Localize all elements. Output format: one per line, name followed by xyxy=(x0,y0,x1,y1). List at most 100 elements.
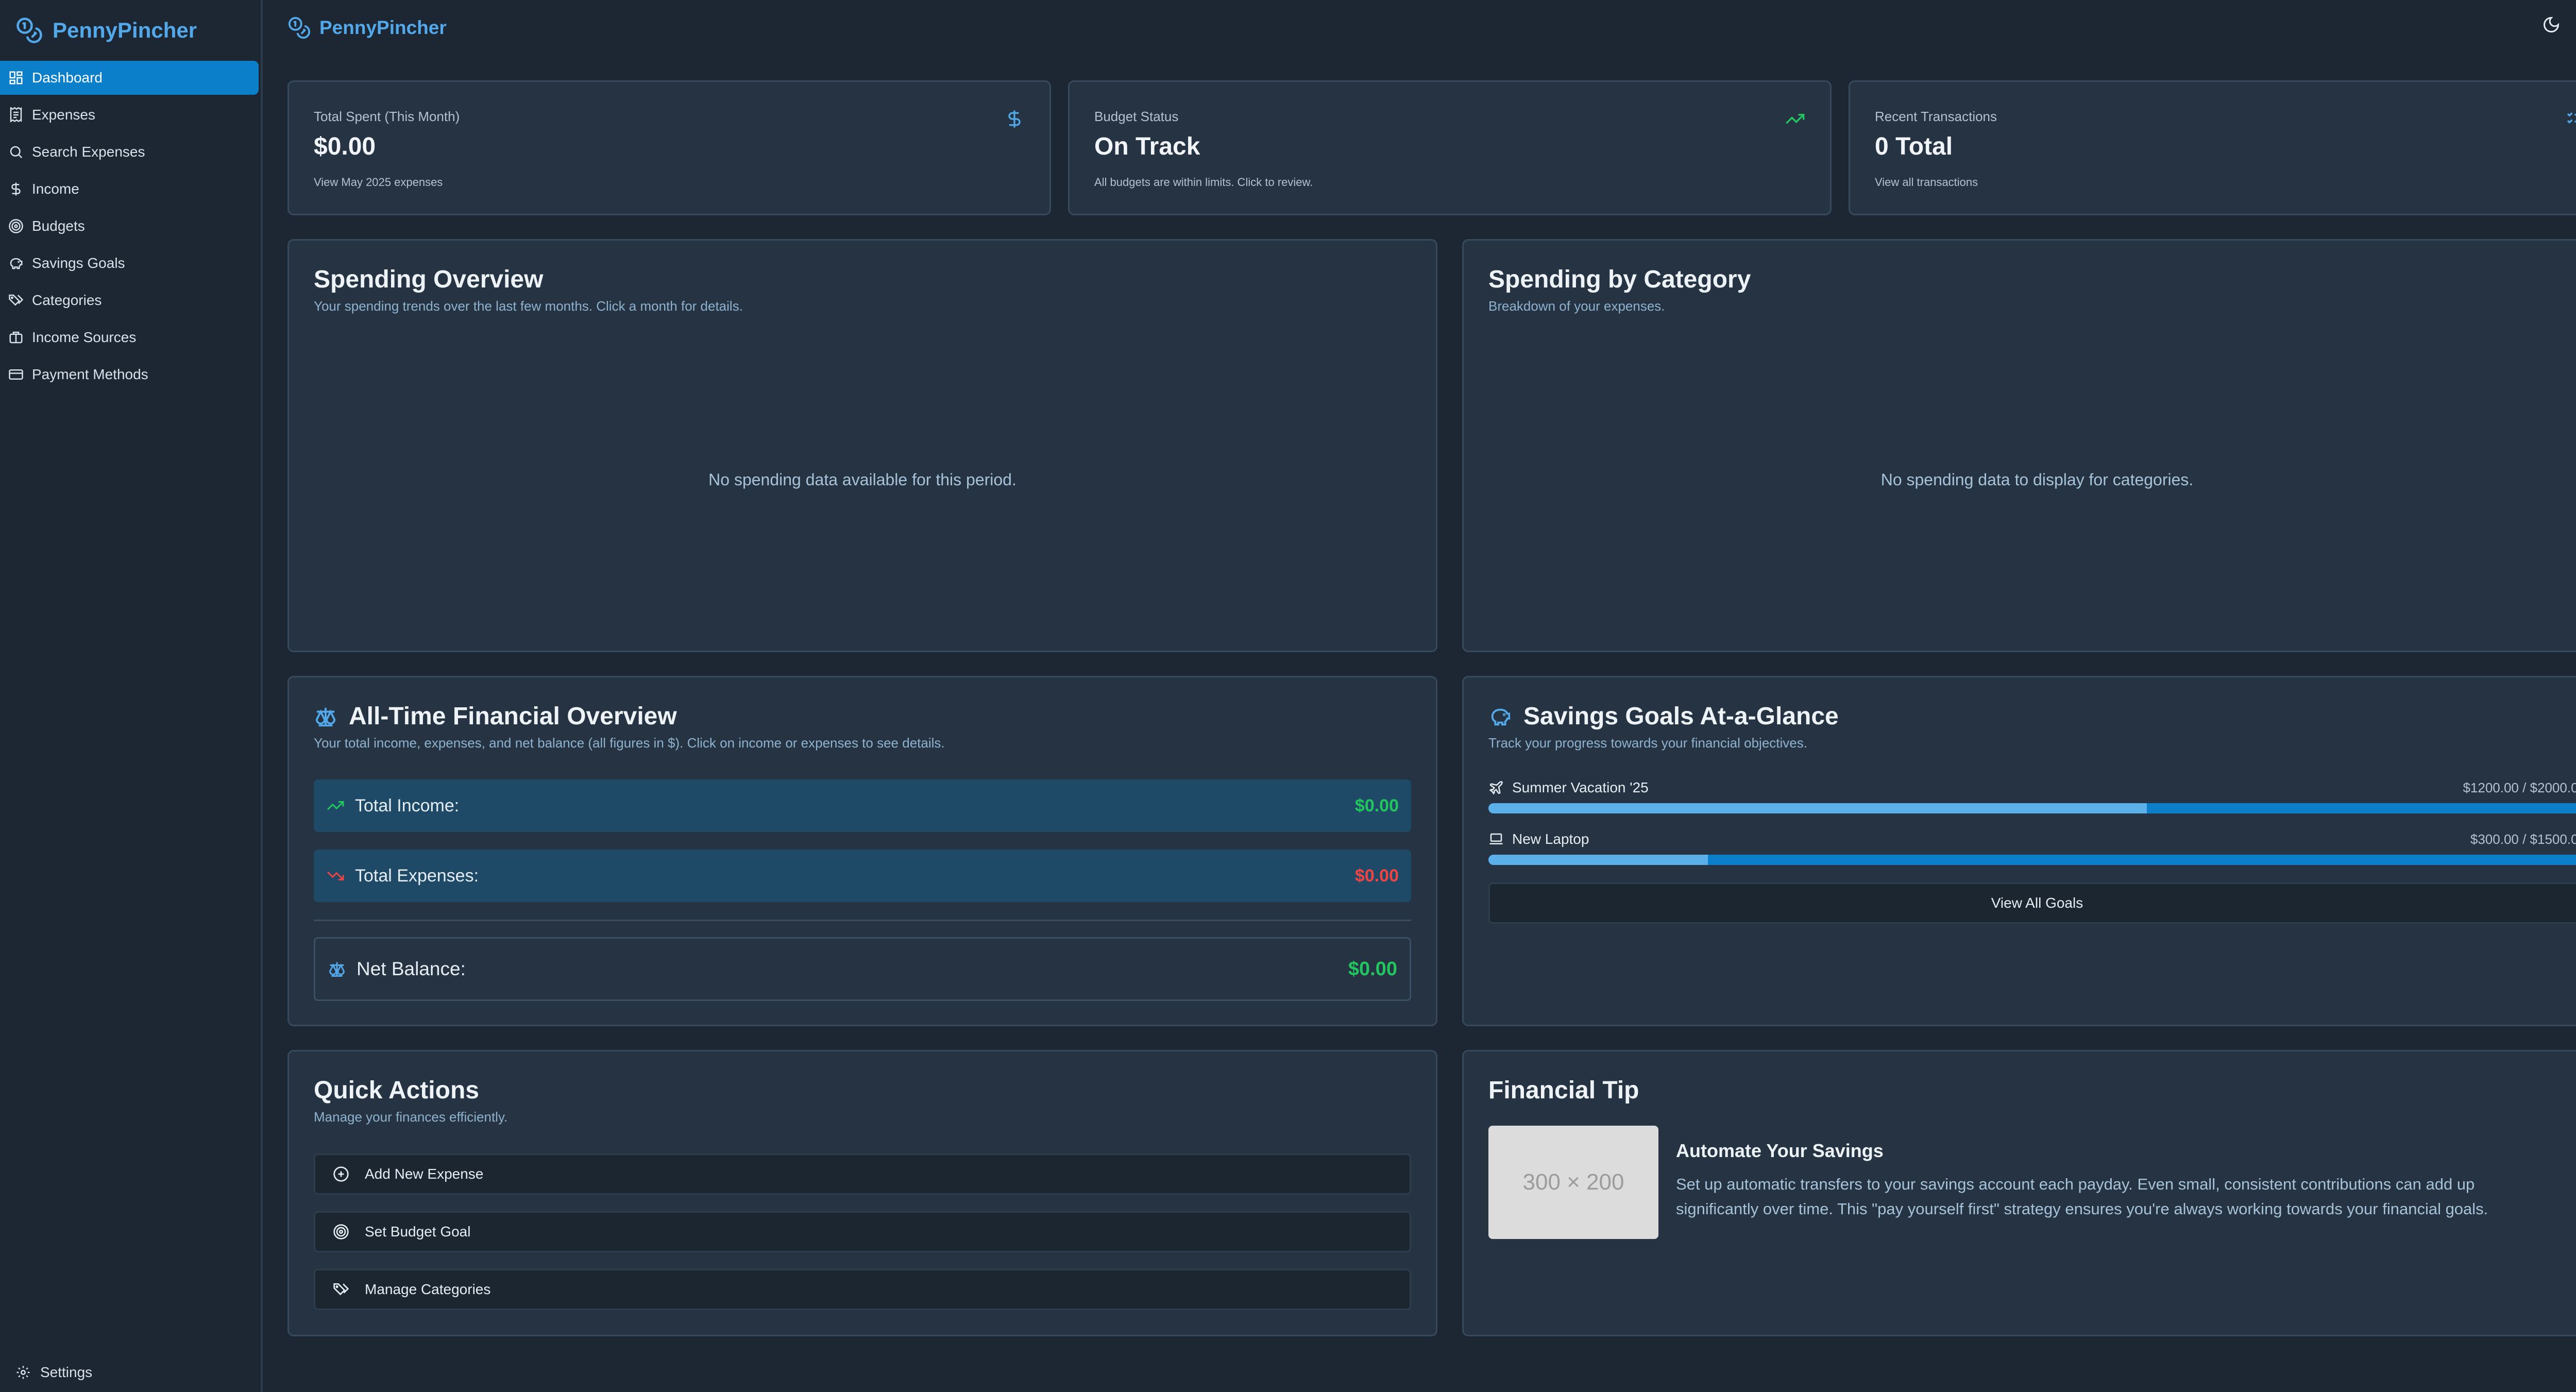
sidebar-item-search-expenses[interactable]: Search Expenses xyxy=(0,135,259,169)
sidebar-item-label: Payment Methods xyxy=(32,366,148,382)
set-budget-goal-button[interactable]: Set Budget Goal xyxy=(314,1211,1411,1252)
card-description: Your spending trends over the last few m… xyxy=(314,298,743,314)
total-expenses-label: Total Expenses: xyxy=(355,865,479,886)
sidebar-item-label: Categories xyxy=(32,292,102,308)
sidebar-item-label: Income Sources xyxy=(32,329,137,345)
stat-sub: View all transactions xyxy=(1875,176,1978,189)
card-title: Spending Overview xyxy=(314,266,544,293)
settings-label: Settings xyxy=(40,1364,93,1380)
sidebar-item-label: Expenses xyxy=(32,107,95,123)
coins-icon xyxy=(16,18,42,43)
total-expenses-row[interactable]: Total Expenses: $0.00 xyxy=(314,850,1411,902)
piggy-bank-icon xyxy=(10,258,23,269)
total-income-label: Total Income: xyxy=(355,795,460,816)
dollar-icon xyxy=(11,182,21,196)
card-title: All-Time Financial Overview xyxy=(314,702,677,731)
stat-value: $0.00 xyxy=(314,133,376,160)
stat-sub: All budgets are within limits. Click to … xyxy=(1094,176,1313,189)
receipt-icon xyxy=(10,107,22,123)
stat-value: On Track xyxy=(1094,133,1200,160)
dashboard-icon xyxy=(9,71,23,84)
stat-card-recent-transactions[interactable]: Recent Transactions 0 Total View all tra… xyxy=(1849,80,2576,215)
gear-icon xyxy=(16,1366,30,1379)
stat-sub: View May 2025 expenses xyxy=(314,176,443,189)
card-description: Your total income, expenses, and net bal… xyxy=(314,735,945,751)
sidebar-item-income-sources[interactable]: Income Sources xyxy=(0,320,259,354)
sidebar-item-expenses[interactable]: Expenses xyxy=(0,98,259,132)
stat-value: 0 Total xyxy=(1875,133,1953,160)
goal-progress-bar xyxy=(1488,803,2576,813)
brand-name: PennyPincher xyxy=(53,18,197,42)
empty-state: No spending data available for this peri… xyxy=(708,470,1016,489)
spending-overview-card: Spending Overview Your spending trends o… xyxy=(287,239,1437,652)
top-bar: PennyPincher xyxy=(265,0,2576,56)
laptop-icon xyxy=(1489,833,1503,844)
header-title-text: PennyPincher xyxy=(319,17,447,38)
stat-label: Total Spent (This Month) xyxy=(314,109,460,124)
card-title-text: Savings Goals At-a-Glance xyxy=(1523,703,1839,730)
manage-categories-button[interactable]: Manage Categories xyxy=(314,1269,1411,1310)
sidebar-nav: Dashboard Expenses Search Expenses Incom… xyxy=(0,61,261,392)
target-icon xyxy=(333,1224,349,1240)
empty-state: No spending data to display for categori… xyxy=(1880,470,2194,489)
sidebar-item-income[interactable]: Income xyxy=(0,172,259,206)
card-description: Track your progress towards your financi… xyxy=(1488,735,1807,751)
trending-up-icon xyxy=(327,801,344,810)
goal-name: New Laptop xyxy=(1512,831,1589,847)
tags-icon xyxy=(333,1283,349,1296)
action-label: Manage Categories xyxy=(365,1281,491,1297)
moon-icon[interactable] xyxy=(2542,15,2561,34)
savings-goal-item[interactable]: New Laptop $300.00 / $1500.00 xyxy=(1488,831,2576,865)
savings-goal-item[interactable]: Summer Vacation '25 $1200.00 / $2000.00 xyxy=(1488,779,2576,813)
sidebar-item-payment-methods[interactable]: Payment Methods xyxy=(0,358,259,392)
net-balance-row: Net Balance: $0.00 xyxy=(314,937,1411,1001)
sidebar-item-label: Income xyxy=(32,181,79,197)
goal-amount: $300.00 / $1500.00 xyxy=(2470,831,2576,847)
briefcase-icon xyxy=(9,331,23,344)
savings-goals-card: Savings Goals At-a-Glance Track your pro… xyxy=(1462,676,2576,1026)
action-label: Set Budget Goal xyxy=(365,1224,471,1240)
sidebar-item-label: Budgets xyxy=(32,218,85,234)
total-expenses-value: $0.00 xyxy=(1354,865,1399,886)
quick-actions-card: Quick Actions Manage your finances effic… xyxy=(287,1050,1437,1336)
sidebar-item-savings-goals[interactable]: Savings Goals xyxy=(0,246,259,280)
sidebar-item-label: Savings Goals xyxy=(32,255,125,271)
search-icon xyxy=(10,146,23,159)
sidebar-item-label: Search Expenses xyxy=(32,144,145,160)
scale-icon xyxy=(315,707,336,726)
coins-icon xyxy=(288,16,311,39)
goal-progress-fill xyxy=(1488,855,1708,865)
net-balance-label: Net Balance: xyxy=(357,958,466,979)
sidebar-item-dashboard[interactable]: Dashboard xyxy=(0,61,259,95)
tip-title: Automate Your Savings xyxy=(1676,1140,1884,1161)
card-title: Financial Tip xyxy=(1488,1077,1639,1104)
scale-icon xyxy=(329,962,345,977)
goal-name: Summer Vacation '25 xyxy=(1512,779,1649,795)
credit-card-icon xyxy=(9,369,23,380)
plus-circle-icon xyxy=(333,1166,349,1182)
card-title: Quick Actions xyxy=(314,1077,479,1104)
sidebar-item-categories[interactable]: Categories xyxy=(0,283,259,317)
stat-card-budget-status[interactable]: Budget Status On Track All budgets are w… xyxy=(1068,80,1832,215)
piggy-bank-icon xyxy=(1491,708,1511,725)
header-actions xyxy=(2542,15,2576,34)
tags-icon xyxy=(9,294,24,306)
sidebar-brand[interactable]: PennyPincher xyxy=(0,0,261,61)
add-new-expense-button[interactable]: Add New Expense xyxy=(314,1153,1411,1195)
tip-image-placeholder: 300 × 200 xyxy=(1488,1126,1658,1239)
goal-progress-bar xyxy=(1488,855,2576,865)
divider xyxy=(314,920,1411,921)
trending-up-icon xyxy=(1786,114,1805,124)
view-all-goals-button[interactable]: View All Goals xyxy=(1488,882,2576,924)
card-title: Spending by Category xyxy=(1488,266,1751,293)
card-description: Breakdown of your expenses. xyxy=(1488,298,1665,314)
financial-tip-card: Financial Tip 300 × 200 Automate Your Sa… xyxy=(1462,1050,2576,1336)
stat-card-total-spent[interactable]: Total Spent (This Month) $0.00 View May … xyxy=(287,80,1051,215)
tip-body: Set up automatic transfers to your savin… xyxy=(1676,1175,2488,1218)
plane-icon xyxy=(1489,781,1503,795)
settings-link[interactable]: Settings xyxy=(15,1364,92,1381)
sidebar-item-budgets[interactable]: Budgets xyxy=(0,209,259,243)
spending-by-category-card: Spending by Category Breakdown of your e… xyxy=(1462,239,2576,652)
header-title: PennyPincher xyxy=(287,16,447,40)
total-income-row[interactable]: Total Income: $0.00 xyxy=(314,779,1411,832)
